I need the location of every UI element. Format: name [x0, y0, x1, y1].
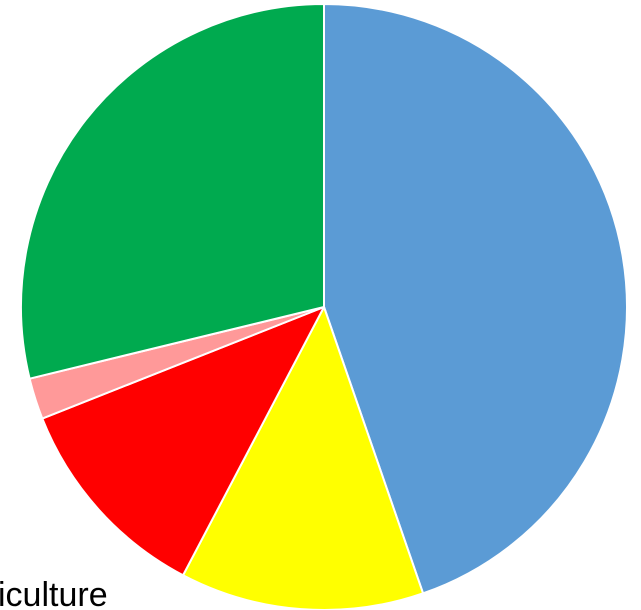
pie-slice-1	[323, 3, 628, 595]
pie-slice-3	[41, 306, 325, 577]
clipped-category-label: iculture	[0, 576, 108, 610]
pie-slice-5	[20, 3, 325, 380]
pie-slice-2	[182, 306, 425, 610]
pie-slices	[20, 3, 628, 610]
